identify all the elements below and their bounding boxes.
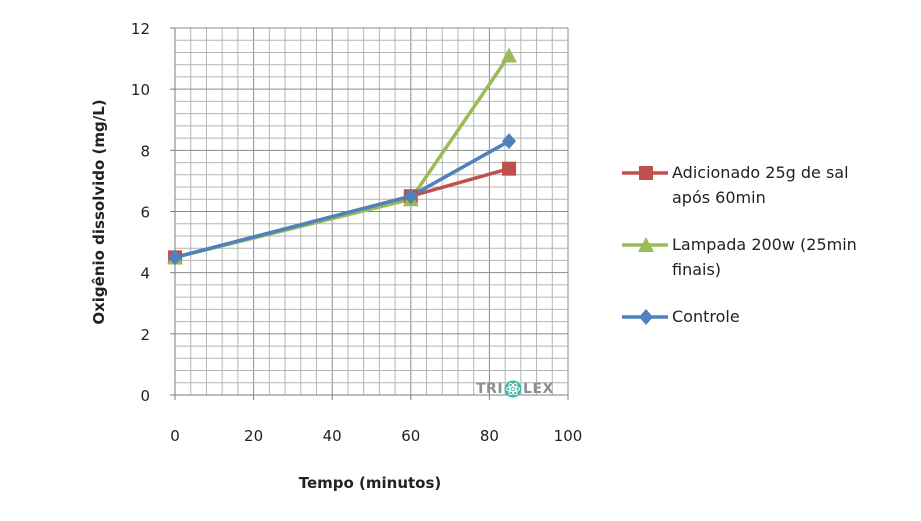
watermark-text-right: LEX (523, 381, 554, 397)
data-point (168, 249, 182, 266)
legend-swatch (622, 309, 668, 325)
legend-item: Lampada 200w (25min finais) (622, 232, 912, 282)
data-point (501, 47, 518, 63)
data-point (403, 188, 418, 205)
legend-label: Lampada 200w (25min finais) (672, 235, 857, 279)
legend-item: Adicionado 25g de sal após 60min (622, 160, 912, 210)
y-tick-label: 2 (140, 326, 150, 344)
y-tick-label: 6 (140, 204, 150, 222)
x-axis-label: Tempo (minutos) (299, 474, 442, 492)
y-tick-label: 4 (140, 265, 150, 283)
data-point (502, 133, 517, 150)
watermark-text-left: TRI (476, 381, 504, 397)
legend: Adicionado 25g de sal após 60min Lampada 2… (622, 160, 912, 351)
y-tick-label: 10 (131, 81, 150, 99)
legend-swatch (622, 166, 668, 180)
atom-icon (504, 380, 522, 398)
legend-swatch (622, 237, 668, 252)
y-tick-label: 12 (131, 20, 150, 38)
x-tick-label: 40 (323, 427, 342, 445)
x-tick-label: 0 (170, 427, 180, 445)
y-tick-label: 8 (140, 142, 150, 160)
legend-label: Adicionado 25g de sal após 60min (672, 163, 849, 207)
y-axis-label: Oxigênio dissolvido (mg/L) (90, 99, 108, 324)
series-markers (167, 47, 518, 266)
y-tick-label: 0 (140, 387, 150, 405)
legend-swatch-marker (639, 166, 653, 180)
watermark: TRI LEX (476, 380, 554, 398)
x-tick-label: 20 (244, 427, 263, 445)
legend-label: Controle (672, 307, 740, 326)
grid (174, 27, 569, 396)
legend-item: Controle (622, 304, 912, 329)
x-tick-label: 100 (554, 427, 583, 445)
x-tick-label: 60 (401, 427, 420, 445)
tick-labels: 0 20 40 60 80 100 0 2 4 6 8 10 12 (131, 20, 582, 445)
legend-swatch-marker (638, 237, 654, 252)
x-tick-label: 80 (480, 427, 499, 445)
data-point (502, 161, 517, 176)
legend-swatch-marker (639, 309, 653, 325)
